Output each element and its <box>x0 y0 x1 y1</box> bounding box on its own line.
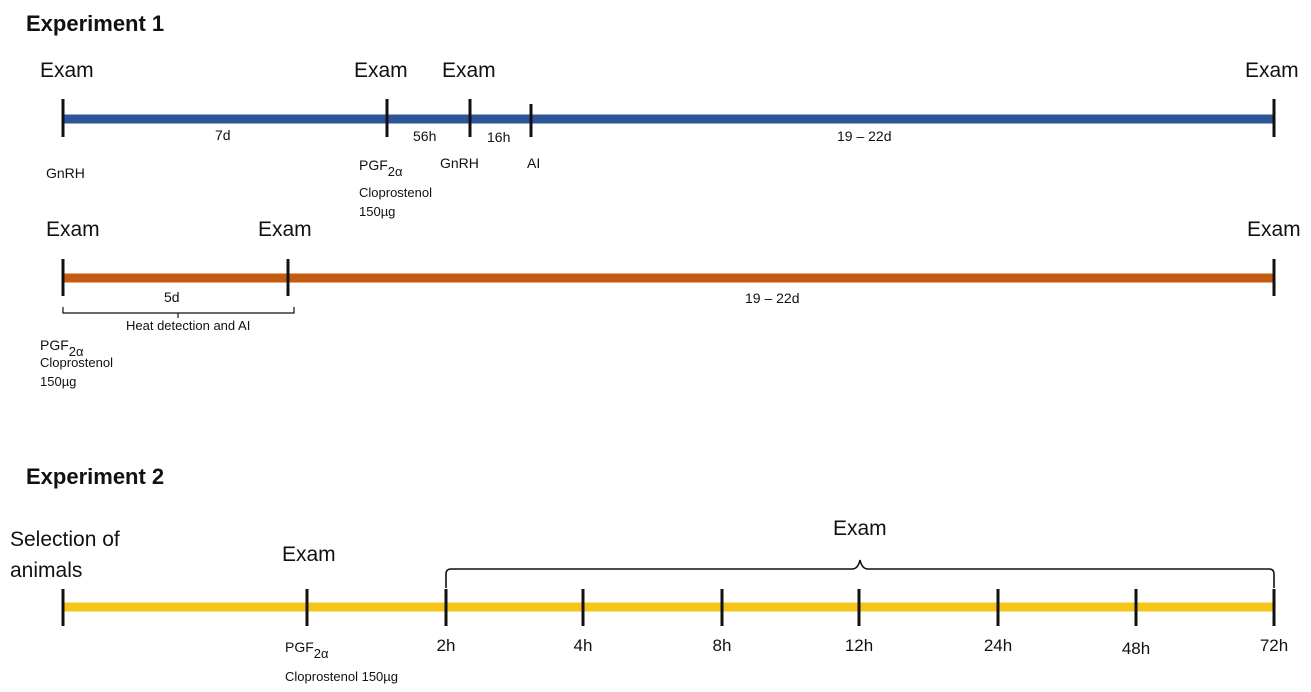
blue-pgf-drug: Cloprostenol <box>359 185 432 200</box>
orange-interval-5d: 5d <box>164 289 180 305</box>
blue-interval-16h: 16h <box>487 129 510 145</box>
blue-interval-56h: 56h <box>413 128 436 144</box>
exam-at-pgf-label: Exam <box>282 543 336 566</box>
orange-exam-label-3: Exam <box>1247 218 1301 241</box>
blue-exam-label-1: Exam <box>40 59 94 82</box>
blue-pgf-label: PGF2α <box>359 157 403 179</box>
orange-exam-label-2: Exam <box>258 218 312 241</box>
exam-time-points-bracket <box>445 559 1275 588</box>
exp2-time-point-8h: 8h <box>713 636 732 655</box>
exp2-time-point-72h: 72h <box>1260 636 1288 655</box>
exam-bracket-label: Exam <box>833 517 887 540</box>
heat-detection-label: Heat detection and AI <box>126 318 250 333</box>
orange-exam-label-1: Exam <box>46 218 100 241</box>
exp2-time-point-24h: 24h <box>984 636 1012 655</box>
blue-pgf-dose: 150µg <box>359 204 395 219</box>
exp2-time-point-12h: 12h <box>845 636 873 655</box>
orange-pgf-drug: Cloprostenol <box>40 355 113 370</box>
orange-pgf-main: PGF <box>40 337 69 353</box>
experiment-2-yellow-timeline: Selection of animals Exam Exam PGF2α Clo… <box>10 517 1288 684</box>
exp2-tick-marks <box>61 589 1276 626</box>
orange-interval-19-22d: 19 – 22d <box>745 290 800 306</box>
blue-gnrh2-label: GnRH <box>440 155 479 171</box>
exp2-pgf-subscript: 2α <box>314 646 329 661</box>
blue-gnrh1-label: GnRH <box>46 165 85 181</box>
experiment-1-heading: Experiment 1 <box>26 11 164 36</box>
blue-ai-label: AI <box>527 155 540 171</box>
experiment-2-heading: Experiment 2 <box>26 464 164 489</box>
experiment-1-orange-timeline: Exam Exam Exam 5d 19 – 22d Heat detectio… <box>40 218 1301 389</box>
orange-pgf-label: PGF2α <box>40 337 84 359</box>
exp2-pgf-main: PGF <box>285 639 314 655</box>
exp2-time-point-2h: 2h <box>437 636 456 655</box>
exp2-pgf-drug: Cloprostenol 150µg <box>285 669 398 684</box>
exp2-pgf-label: PGF2α <box>285 639 329 661</box>
blue-exam-label-3: Exam <box>442 59 496 82</box>
heat-detection-bracket <box>62 307 295 318</box>
blue-interval-7d: 7d <box>215 127 231 143</box>
exp2-time-point-48h: 48h <box>1122 639 1150 658</box>
orange-pgf-dose: 150µg <box>40 374 76 389</box>
selection-label-line-2: animals <box>10 559 82 582</box>
blue-exam-label-4: Exam <box>1245 59 1299 82</box>
blue-interval-19-22d: 19 – 22d <box>837 128 892 144</box>
exp2-time-point-labels: 2h 4h 8h 12h 24h 48h 72h <box>437 636 1289 658</box>
blue-pgf-subscript: 2α <box>388 164 403 179</box>
blue-exam-label-2: Exam <box>354 59 408 82</box>
selection-label-line-1: Selection of <box>10 528 120 551</box>
experiment-1-blue-timeline: Exam Exam Exam Exam 7d 56h 16h 19 – 22d … <box>40 59 1299 219</box>
blue-pgf-main: PGF <box>359 157 388 173</box>
exp2-time-point-4h: 4h <box>574 636 593 655</box>
orange-pgf-subscript: 2α <box>69 344 84 359</box>
